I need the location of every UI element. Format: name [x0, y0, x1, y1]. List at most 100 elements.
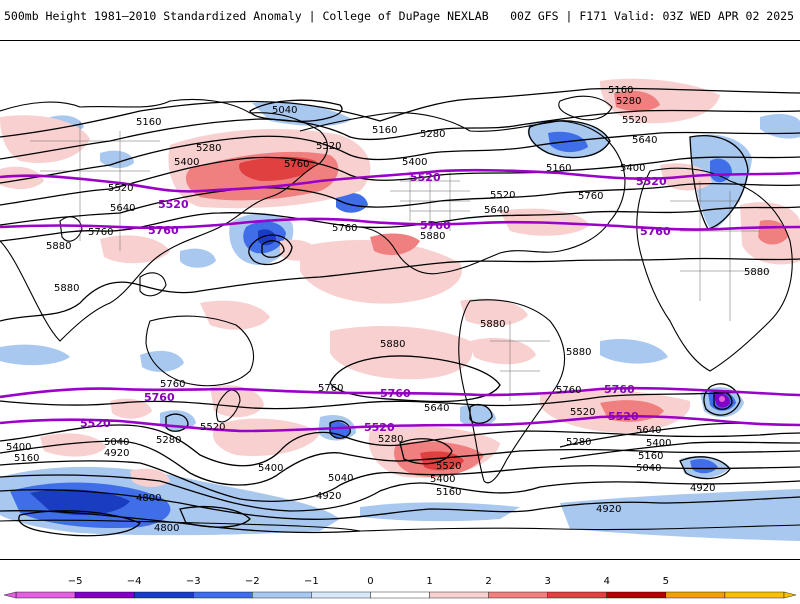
- island-coast: [139, 272, 167, 297]
- label-5760-highlight: 5760: [148, 224, 179, 237]
- label-5160: 5160: [372, 125, 397, 136]
- label-5400: 5400: [430, 474, 455, 485]
- label-5640: 5640: [636, 425, 661, 436]
- colorbar-graphic: −5 −4 −3 −2 −1 0 1 2 3 4 5: [3, 576, 797, 599]
- label-4800: 4800: [136, 493, 161, 504]
- label-5760: 5760: [556, 385, 581, 396]
- label-5880: 5880: [566, 347, 591, 358]
- label-5520: 5520: [490, 190, 515, 201]
- height-contours: [0, 87, 800, 537]
- colorbar-band: [429, 591, 489, 599]
- header: 500mb Height 1981–2010 Standardized Anom…: [0, 0, 800, 26]
- colorbar-band: [724, 591, 785, 599]
- label-5520: 5520: [108, 183, 133, 194]
- label-5400: 5400: [402, 157, 427, 168]
- label-5280: 5280: [616, 96, 641, 107]
- label-5880: 5880: [46, 241, 71, 252]
- colorbar-tick-label: 2: [485, 576, 491, 587]
- colorbar-band: [665, 591, 726, 599]
- label-5520: 5520: [570, 407, 595, 418]
- contour-5520-south: [0, 414, 800, 433]
- colorbar-max-arrow: [783, 591, 797, 599]
- label-5280: 5280: [196, 143, 221, 154]
- colorbar: −5 −4 −3 −2 −1 0 1 2 3 4 5: [0, 570, 800, 600]
- label-5400: 5400: [620, 163, 645, 174]
- africa-coast: [636, 167, 793, 372]
- colorbar-band: [133, 591, 194, 599]
- label-5760-highlight: 5760: [420, 219, 451, 232]
- label-5160: 5160: [14, 453, 39, 464]
- label-5400: 5400: [6, 442, 31, 453]
- antarctica-coast: [0, 519, 800, 532]
- greenland-coast: [558, 95, 613, 121]
- new-zealand-coast: [215, 389, 241, 423]
- colorbar-band: [15, 591, 76, 599]
- colorbar-band: [74, 591, 135, 599]
- label-5760-highlight: 5760: [144, 391, 175, 404]
- label-4920: 4920: [316, 491, 341, 502]
- label-5040: 5040: [104, 437, 129, 448]
- contour-5520-north: [0, 168, 800, 193]
- label-5880: 5880: [744, 267, 769, 278]
- highlight-contours: [0, 168, 800, 433]
- label-5640: 5640: [424, 403, 449, 414]
- colorbar-band: [488, 591, 548, 599]
- label-5640: 5640: [484, 205, 509, 216]
- label-5280: 5280: [420, 129, 445, 140]
- negative-anomaly-shading: [0, 101, 800, 541]
- label-5760: 5760: [88, 227, 113, 238]
- label-5760: 5760: [284, 159, 309, 170]
- colorbar-band: [547, 591, 607, 599]
- positive-anomaly-shading: [0, 78, 800, 487]
- colorbar-tick-label: −3: [186, 576, 201, 587]
- label-5160: 5160: [136, 117, 161, 128]
- label-5160: 5160: [546, 163, 571, 174]
- australia-coast: [145, 315, 254, 387]
- label-5880: 5880: [380, 339, 405, 350]
- label-5160: 5160: [638, 451, 663, 462]
- label-5520-highlight: 5520: [364, 421, 395, 434]
- label-5400: 5400: [258, 463, 283, 474]
- colorbar-band: [606, 591, 667, 599]
- label-5760: 5760: [160, 379, 185, 390]
- label-5400: 5400: [174, 157, 199, 168]
- colorbar-tick-label: −2: [245, 576, 260, 587]
- label-5880: 5880: [420, 231, 445, 242]
- label-5400: 5400: [646, 438, 671, 449]
- label-5520-highlight: 5520: [158, 198, 189, 211]
- label-5160: 5160: [608, 85, 633, 96]
- label-5760: 5760: [332, 223, 357, 234]
- label-5520: 5520: [622, 115, 647, 126]
- label-5520: 5520: [200, 422, 225, 433]
- label-5640: 5640: [632, 135, 657, 146]
- colorbar-band: [370, 591, 430, 599]
- label-5640: 5640: [110, 203, 135, 214]
- label-5520-highlight: 5520: [608, 410, 639, 423]
- label-5040: 5040: [636, 463, 661, 474]
- colorbar-tick-label: 3: [545, 576, 551, 587]
- label-5040: 5040: [328, 473, 353, 484]
- run-info: 00Z GFS | F171 Valid: 03Z WED APR 02 202…: [510, 9, 794, 23]
- label-4920: 4920: [104, 448, 129, 459]
- label-5040: 5040: [272, 105, 297, 116]
- label-5760-highlight: 5760: [640, 225, 671, 238]
- island-coast: [59, 216, 83, 242]
- label-5520: 5520: [316, 141, 341, 152]
- label-5280: 5280: [566, 437, 591, 448]
- colorbar-band: [311, 591, 371, 599]
- colorbar-tick-label: 0: [367, 576, 373, 587]
- coastlines: [0, 95, 800, 532]
- colorbar-band: [193, 591, 253, 599]
- label-5280: 5280: [156, 435, 181, 446]
- colorbar-tick-label: 5: [663, 576, 669, 587]
- eurasia-coast: [0, 99, 329, 342]
- label-4920: 4920: [596, 504, 621, 515]
- colorbar-tick-label: 1: [426, 576, 432, 587]
- colorbar-tick-label: −4: [127, 576, 142, 587]
- label-5760-highlight: 5760: [604, 383, 635, 396]
- map-panel: 5160 5040 5160 5280 5280 5400 5760 5520 …: [0, 40, 800, 560]
- colorbar-band: [252, 591, 312, 599]
- contour-5760-north: [0, 217, 800, 231]
- label-4920: 4920: [690, 483, 715, 494]
- colorbar-tick-label: −1: [304, 576, 319, 587]
